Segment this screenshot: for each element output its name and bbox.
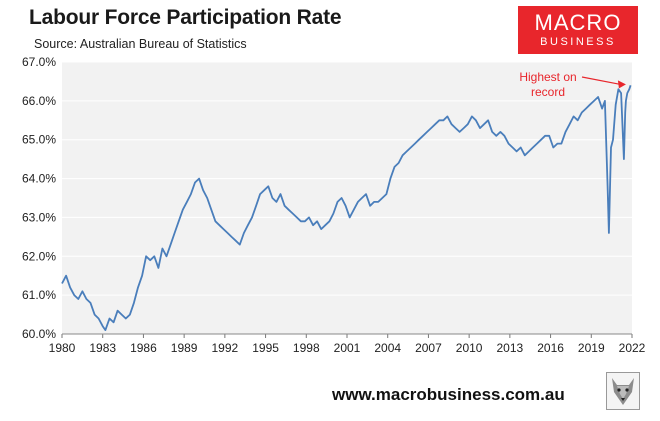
y-tick-label: 60.0% [22,327,56,341]
logo-line-1: MACRO [534,10,622,35]
participation-rate-line [61,85,632,331]
x-tick-label: 2010 [456,341,483,355]
y-tick-label: 63.0% [22,210,56,224]
logo-line-2: BUSINESS [540,36,616,48]
x-tick-label: 2013 [497,341,524,355]
x-tick-label: 1992 [212,341,239,355]
wolf-icon [606,372,640,410]
annotation-arrow-line [581,76,621,85]
macrobusiness-logo: MACRO BUSINESS [518,6,638,54]
chart-source: Source: Australian Bureau of Statistics [34,37,247,51]
y-tick-label: 64.0% [22,172,56,186]
x-tick-label: 2004 [374,341,401,355]
annotation-text-line-2: record [531,85,565,99]
y-tick-label: 66.0% [22,94,56,108]
website-url: www.macrobusiness.com.au [332,385,565,404]
y-tick-label: 62.0% [22,249,56,263]
y-tick-label: 65.0% [22,133,56,147]
y-tick-label: 67.0% [22,55,56,69]
chart-title: Labour Force Participation Rate [29,6,342,29]
x-tick-label: 2016 [537,341,564,355]
x-tick-label: 1995 [252,341,279,355]
x-tick-label: 1998 [293,341,320,355]
x-tick-label: 1989 [171,341,198,355]
x-tick-label: 1986 [130,341,157,355]
x-tick-label: 2019 [578,341,605,355]
x-tick-label: 1980 [49,341,76,355]
y-tick-label: 61.0% [22,288,56,302]
x-tick-label: 2001 [334,341,361,355]
x-tick-label: 1983 [89,341,116,355]
x-tick-label: 2007 [415,341,442,355]
annotation-text-line-1: Highest on [519,70,576,84]
plot-area [62,62,632,334]
annotation-arrow-head [617,80,626,89]
x-tick-label: 2022 [619,341,646,355]
